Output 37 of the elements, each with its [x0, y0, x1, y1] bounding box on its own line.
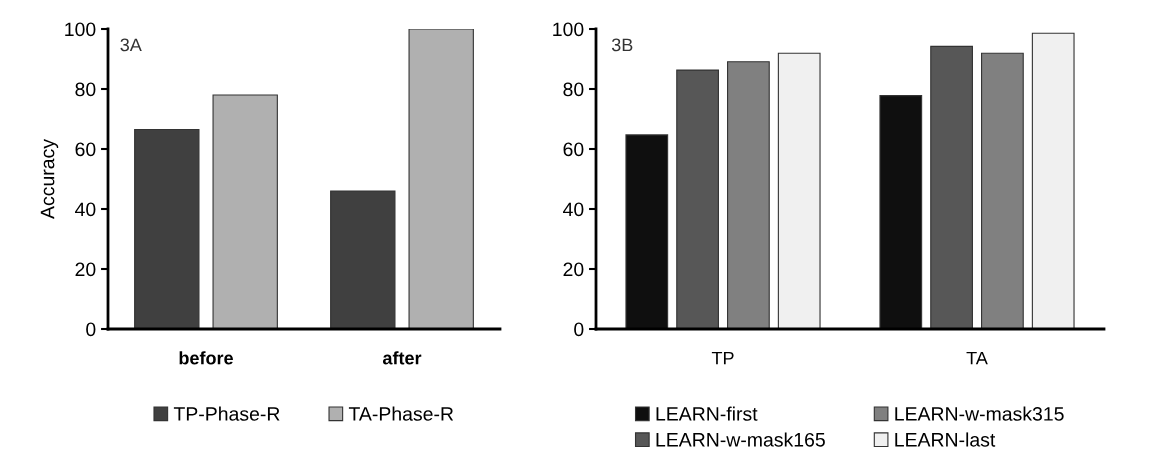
legend-label: LEARN-last — [895, 432, 996, 447]
x-tick-label: after — [382, 351, 422, 365]
legend-label: LEARN-first — [656, 406, 758, 421]
legend-label: TA-Phase-R — [348, 406, 454, 421]
y-tick-label: 20 — [563, 262, 584, 277]
bar — [676, 69, 719, 329]
y-tick-label: 40 — [563, 202, 584, 217]
bar — [212, 94, 278, 329]
annotation: 3B — [611, 38, 633, 52]
y-tick-label: 100 — [65, 22, 96, 37]
y-tick-label: 60 — [75, 142, 96, 157]
y-tick-label: 100 — [553, 22, 584, 37]
x-tick-label: TP — [711, 351, 734, 365]
x-tick-label: TA — [966, 351, 988, 365]
y-tick-label: 80 — [75, 82, 96, 97]
bar — [777, 52, 821, 329]
bar — [134, 128, 200, 329]
y-tick-label: 40 — [75, 202, 96, 217]
bar — [1031, 32, 1075, 329]
y-tick-label: 20 — [75, 262, 96, 277]
y-tick-label: 0 — [574, 322, 584, 337]
y-tick-label: 80 — [563, 82, 584, 97]
legend-label: TP-Phase-R — [173, 406, 280, 421]
legend-label: LEARN-w-mask165 — [656, 432, 825, 447]
bar — [625, 134, 669, 329]
bar — [981, 52, 1024, 329]
bar — [408, 29, 474, 329]
y-tick-label: 60 — [563, 142, 584, 157]
x-tick-label: before — [179, 351, 233, 365]
bar — [879, 95, 923, 329]
bar — [727, 61, 770, 329]
annotation: 3A — [120, 38, 142, 52]
bar — [330, 190, 396, 329]
y-axis-title: Accuracy — [40, 139, 59, 219]
legend-label: LEARN-w-mask315 — [895, 406, 1064, 421]
y-tick-label: 0 — [86, 322, 96, 337]
bar — [930, 45, 973, 329]
